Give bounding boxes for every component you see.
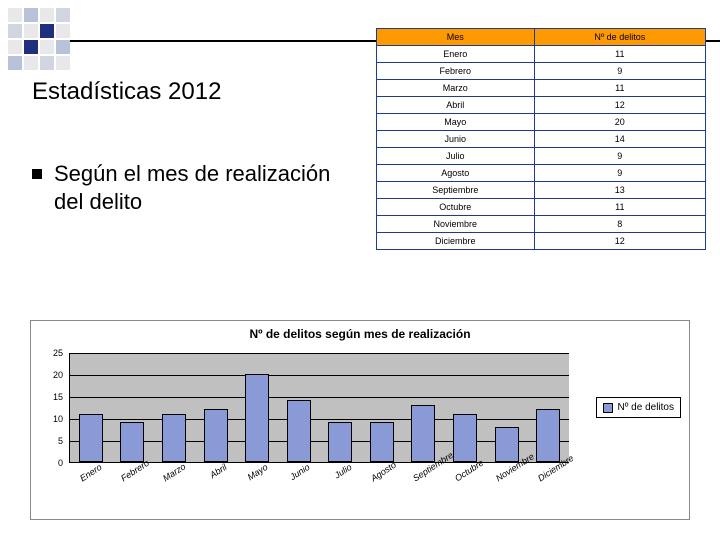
table-cell: 12 xyxy=(534,233,705,250)
bar xyxy=(79,414,103,462)
bar xyxy=(536,409,560,462)
table-cell: Febrero xyxy=(377,63,535,80)
bar xyxy=(328,422,352,462)
table-cell: Octubre xyxy=(377,199,535,216)
y-tick: 15 xyxy=(53,392,63,402)
x-label: Marzo xyxy=(161,462,202,507)
table-row: Mayo20 xyxy=(377,114,706,131)
table-row: Febrero9 xyxy=(377,63,706,80)
x-label: Diciembre xyxy=(536,462,577,507)
x-label: Mayo xyxy=(244,462,285,507)
y-tick: 5 xyxy=(58,436,63,446)
table-cell: 9 xyxy=(534,63,705,80)
x-label: Noviembre xyxy=(494,462,535,507)
table-cell: Diciembre xyxy=(377,233,535,250)
chart-title: Nº de delitos según mes de realización xyxy=(31,321,689,343)
x-label: Agosto xyxy=(369,462,410,507)
table-cell: Junio xyxy=(377,131,535,148)
x-label: Abril xyxy=(203,462,244,507)
bar xyxy=(120,422,144,462)
legend-label: Nº de delitos xyxy=(618,402,674,413)
col-header-delitos: Nº de delitos xyxy=(534,29,705,46)
table-row: Abril12 xyxy=(377,97,706,114)
table-cell: 9 xyxy=(534,165,705,182)
bar xyxy=(162,414,186,462)
x-label: Junio xyxy=(286,462,327,507)
table-cell: Septiembre xyxy=(377,182,535,199)
bar xyxy=(204,409,228,462)
y-axis: 0510152025 xyxy=(31,353,67,463)
x-label: Enero xyxy=(78,462,119,507)
table-cell: 11 xyxy=(534,80,705,97)
plot-area xyxy=(69,353,569,463)
bar xyxy=(287,400,311,462)
table-cell: 20 xyxy=(534,114,705,131)
table-cell: 11 xyxy=(534,46,705,63)
table-cell: 9 xyxy=(534,148,705,165)
table-cell: Mayo xyxy=(377,114,535,131)
page-title: Estadísticas 2012 xyxy=(32,78,221,106)
bar-chart: Nº de delitos según mes de realización 0… xyxy=(30,320,690,520)
table-header-row: Mes Nº de delitos xyxy=(377,29,706,46)
table-row: Noviembre8 xyxy=(377,216,706,233)
table-cell: Marzo xyxy=(377,80,535,97)
crimes-table: Mes Nº de delitos Enero11Febrero9Marzo11… xyxy=(376,28,706,250)
bullet-icon xyxy=(32,169,42,179)
bar xyxy=(411,405,435,462)
x-label: Julio xyxy=(328,462,369,507)
y-tick: 10 xyxy=(53,414,63,424)
bullet-text: Según el mes de realización del delito xyxy=(54,160,342,215)
y-tick: 0 xyxy=(58,458,63,468)
table-cell: 14 xyxy=(534,131,705,148)
table-cell: 8 xyxy=(534,216,705,233)
table-row: Septiembre13 xyxy=(377,182,706,199)
chart-legend: Nº de delitos xyxy=(596,397,681,418)
table-cell: Noviembre xyxy=(377,216,535,233)
table-cell: Enero xyxy=(377,46,535,63)
legend-swatch xyxy=(603,403,613,413)
x-label: Febrero xyxy=(119,462,160,507)
table-cell: 13 xyxy=(534,182,705,199)
table-cell: Abril xyxy=(377,97,535,114)
table-row: Agosto9 xyxy=(377,165,706,182)
x-axis-labels: EneroFebreroMarzoAbrilMayoJunioJulioAgos… xyxy=(69,465,569,503)
y-tick: 20 xyxy=(53,370,63,380)
table-row: Octubre11 xyxy=(377,199,706,216)
table-cell: 12 xyxy=(534,97,705,114)
table-row: Diciembre12 xyxy=(377,233,706,250)
x-label: Septiembre xyxy=(411,462,452,507)
table-row: Marzo11 xyxy=(377,80,706,97)
table-row: Enero11 xyxy=(377,46,706,63)
table-cell: Agosto xyxy=(377,165,535,182)
table-row: Junio14 xyxy=(377,131,706,148)
col-header-mes: Mes xyxy=(377,29,535,46)
table-cell: Julio xyxy=(377,148,535,165)
table-cell: 11 xyxy=(534,199,705,216)
bar xyxy=(245,374,269,462)
bullet-item: Según el mes de realización del delito xyxy=(32,160,342,215)
x-label: Octubre xyxy=(453,462,494,507)
bar xyxy=(453,414,477,462)
bar xyxy=(495,427,519,462)
bars-container xyxy=(70,353,569,462)
y-tick: 25 xyxy=(53,348,63,358)
table-row: Julio9 xyxy=(377,148,706,165)
decorative-squares xyxy=(8,8,70,70)
bar xyxy=(370,422,394,462)
